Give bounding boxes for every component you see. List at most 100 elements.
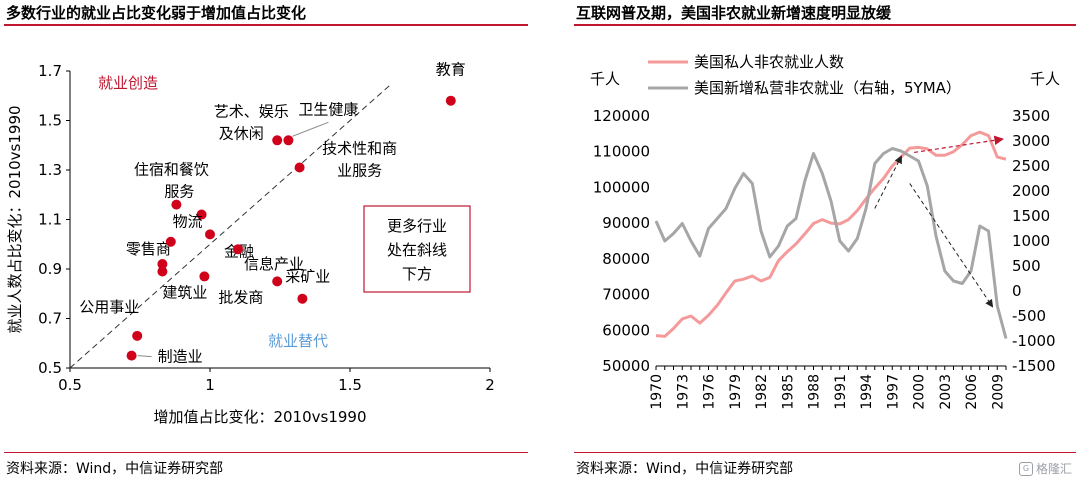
point-label: 零售商 <box>126 240 171 258</box>
left-y-tick-label: 110000 <box>593 143 650 161</box>
x-tick-label: 1973 <box>675 374 691 410</box>
x-tick-label: 2006 <box>964 374 980 410</box>
right-y-tick-label: 0 <box>1012 282 1022 300</box>
data-point <box>196 209 207 220</box>
legend-label: 美国私人非农就业人数 <box>694 53 844 71</box>
x-tick-label: 1 <box>205 376 215 394</box>
point-label: 批发商 <box>218 288 263 306</box>
diagonal-reference-line <box>69 83 393 369</box>
right-panel-title: 互联网普及期，美国非农就业新增速度明显放缓 <box>576 4 892 22</box>
point-label: 卫生健康 <box>298 100 358 118</box>
y-tick-label: 1.5 <box>38 112 62 130</box>
right-y-tick-label: 2000 <box>1012 182 1050 200</box>
annotation-upper: 就业创造 <box>98 74 158 92</box>
left-y-tick-label: 60000 <box>602 321 650 339</box>
annotation-box-line: 下方 <box>402 265 432 283</box>
right-y-tick-label: 500 <box>1012 257 1041 275</box>
trend-arrow-decline <box>909 183 994 308</box>
data-point <box>132 330 143 341</box>
right-y-tick-label: -1500 <box>1012 357 1056 375</box>
series-line-employment <box>655 130 1007 338</box>
point-label: 信息产业 <box>244 255 304 273</box>
annotation-box-line: 处在斜线 <box>387 241 447 259</box>
data-point <box>199 271 210 282</box>
annotation-box <box>363 205 471 293</box>
point-label-line: 及休闲 <box>219 124 264 142</box>
data-point <box>445 95 456 106</box>
right-title-rule <box>574 24 1076 26</box>
y-tick-label: 0.9 <box>38 260 62 278</box>
right-y-tick-label: 1000 <box>1012 232 1050 250</box>
point-label: 公用事业 <box>79 298 139 316</box>
watermark-text: 格隆汇 <box>1035 462 1072 476</box>
trend-arrow-rise <box>874 155 902 209</box>
x-tick-label: 1982 <box>754 374 770 410</box>
label-leader-line <box>292 121 329 137</box>
x-tick-label: 1976 <box>702 374 718 410</box>
data-point <box>272 135 283 146</box>
left-y-tick-label: 80000 <box>602 250 650 268</box>
x-tick-label: 1970 <box>649 374 665 410</box>
data-point <box>165 236 176 247</box>
right-y-tick-label: -500 <box>1012 307 1046 325</box>
data-point <box>205 229 215 240</box>
y-tick-label: 1.1 <box>38 211 62 229</box>
point-label-line: 技术性和商 <box>322 140 397 158</box>
left-unit-label: 千人 <box>590 70 620 88</box>
point-label-line: 艺术、娱乐 <box>214 102 289 120</box>
left-y-tick-label: 120000 <box>593 107 650 125</box>
annotation-box-line: 更多行业 <box>387 217 447 235</box>
data-point <box>157 266 168 277</box>
left-y-tick-label: 50000 <box>602 357 650 375</box>
data-point <box>283 135 294 146</box>
annotation-lower: 就业替代 <box>268 332 328 350</box>
x-tick-label: 1979 <box>728 374 744 410</box>
point-label: 建筑业 <box>162 283 207 301</box>
scatter-chart: 0.5 1 1.5 2 0.5 0.7 0.9 1.1 1.3 1.5 1.7 增加值占比变化：201… <box>6 61 495 426</box>
left-source: 资料来源：Wind，中信证券研究部 <box>6 461 224 477</box>
right-source-rule <box>574 452 1076 453</box>
x-tick-label: 2009 <box>990 374 1006 410</box>
left-panel-title: 多数行业的就业占比变化弱于增加值占比变化 <box>6 4 307 22</box>
left-y-tick-label: 100000 <box>593 178 650 196</box>
watermark: G 格隆汇 <box>1018 460 1072 477</box>
x-tick-label: 1.5 <box>338 376 362 394</box>
point-label-line: 业服务 <box>337 162 382 180</box>
right-y-tick-label: 1500 <box>1012 207 1050 225</box>
point-label: 艺术、娱乐及休闲 <box>214 102 289 142</box>
line-chart: 50000 60000 70000 80000 90000 100000 110000 120… <box>590 53 1060 410</box>
y-axis-title: 就业人数占比变化：2010vs1990 <box>6 105 24 333</box>
point-label: 教育 <box>436 61 466 79</box>
gelonghui-logo-icon: G <box>1018 461 1033 476</box>
point-label: 制造业 <box>158 348 203 366</box>
y-tick-label: 0.5 <box>38 359 62 377</box>
data-point <box>297 293 308 304</box>
point-label: 技术性和商业服务 <box>322 140 397 180</box>
left-y-tick-label: 70000 <box>602 286 650 304</box>
label-leader-line <box>137 355 152 358</box>
x-tick-label: 1994 <box>859 374 875 410</box>
data-point <box>126 350 137 361</box>
trend-arrow-plateau <box>914 135 1004 154</box>
x-tick-label: 2000 <box>912 374 928 410</box>
x-tick-label: 1988 <box>807 374 823 410</box>
data-point <box>294 162 305 173</box>
x-tick-label: 2 <box>485 376 495 394</box>
x-tick-label: 0.5 <box>58 376 82 394</box>
right-unit-label: 千人 <box>1030 70 1060 88</box>
y-tick-label: 0.7 <box>38 310 62 328</box>
point-label: 住宿和餐饮服务 <box>134 161 209 201</box>
x-tick-label: 1985 <box>780 374 796 410</box>
right-y-tick-label: -1000 <box>1012 332 1056 350</box>
right-y-tick-label: 3000 <box>1012 132 1050 150</box>
y-tick-label: 1.3 <box>38 161 62 179</box>
right-y-tick-label: 3500 <box>1012 107 1050 125</box>
left-source-rule <box>4 452 528 453</box>
x-axis-title: 增加值占比变化：2010vs1990 <box>153 408 366 426</box>
data-point <box>233 244 243 255</box>
x-tick-label: 1997 <box>885 374 901 410</box>
point-label-line: 住宿和餐饮 <box>134 161 209 179</box>
point-label: 采矿业 <box>285 267 330 285</box>
x-tick-label: 1991 <box>833 374 849 410</box>
right-source: 资料来源：Wind，中信证券研究部 <box>576 461 794 477</box>
